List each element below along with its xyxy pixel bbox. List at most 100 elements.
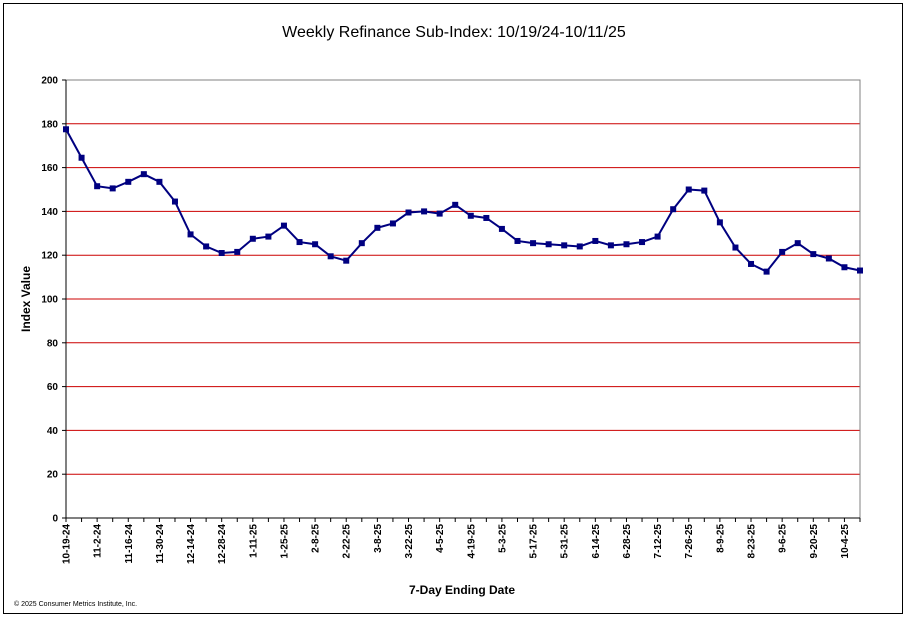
data-point: [187, 231, 194, 238]
data-point: [514, 237, 521, 244]
x-tick-label: 2-22-25: [342, 524, 353, 559]
x-tick-label: 4-5-25: [435, 524, 446, 553]
x-tick-label: 9-6-25: [778, 524, 789, 553]
data-point: [280, 222, 287, 229]
y-tick-label: 200: [41, 76, 58, 87]
y-tick-label: 40: [47, 426, 59, 437]
y-tick-label: 120: [41, 251, 58, 262]
x-tick-label: 6-14-25: [591, 524, 602, 559]
x-axis-label: 7-Day Ending Date: [409, 583, 515, 597]
data-point: [78, 154, 85, 161]
data-point: [389, 220, 396, 227]
copyright-text: © 2025 Consumer Metrics Institute, Inc.: [14, 600, 137, 608]
data-point: [125, 178, 132, 185]
data-point: [639, 239, 646, 246]
data-point: [779, 248, 786, 255]
x-tick-label: 6-28-25: [622, 524, 633, 559]
x-tick-label: 9-20-25: [809, 524, 820, 559]
y-axis-label: Index Value: [19, 266, 33, 332]
data-point: [452, 201, 459, 208]
data-point: [623, 241, 630, 248]
data-point: [421, 208, 428, 215]
data-point: [234, 248, 241, 255]
x-tick-label: 5-3-25: [497, 524, 508, 553]
x-tick-label: 11-2-24: [93, 524, 104, 558]
data-point: [545, 241, 552, 248]
data-point: [810, 251, 817, 258]
x-tick-label: 5-17-25: [529, 524, 540, 559]
data-point: [249, 235, 256, 242]
x-tick-label: 8-9-25: [715, 524, 726, 553]
data-point: [841, 264, 848, 271]
data-point: [343, 257, 350, 264]
y-tick-label: 60: [47, 382, 59, 393]
data-point: [296, 239, 303, 246]
x-tick-label: 10-19-24: [62, 524, 73, 564]
x-tick-label: 10-4-25: [840, 524, 851, 559]
x-tick-label: 7-12-25: [653, 524, 664, 559]
x-tick-label: 12-28-24: [217, 524, 228, 564]
data-point: [576, 243, 583, 250]
data-point: [701, 187, 708, 194]
x-tick-label: 1-25-25: [279, 524, 290, 559]
y-tick-label: 80: [47, 338, 59, 349]
data-point: [748, 260, 755, 267]
data-point: [171, 198, 178, 205]
x-tick-label: 4-19-25: [466, 524, 477, 559]
data-point: [607, 242, 614, 249]
data-point: [94, 183, 101, 190]
data-point: [530, 240, 537, 247]
x-axis: 10-19-24 11-2-24 11-16-24 11-30-24 12-14-24 1…: [62, 517, 861, 564]
data-point: [498, 225, 505, 232]
data-point: [685, 186, 692, 193]
x-tick-label: 8-23-25: [747, 524, 758, 559]
data-point: [140, 171, 147, 178]
data-point: [654, 233, 661, 240]
x-tick-label: 7-26-25: [684, 524, 695, 559]
x-tick-label: 5-31-25: [560, 524, 571, 559]
y-tick-label: 20: [47, 470, 59, 481]
data-point: [109, 185, 116, 192]
x-tick-label: 12-14-24: [186, 524, 197, 564]
data-point: [218, 250, 225, 257]
y-tick-label: 100: [41, 295, 58, 306]
data-point: [374, 224, 381, 231]
chart-title: Weekly Refinance Sub-Index: 10/19/24-10/…: [282, 24, 626, 41]
data-point: [794, 240, 801, 247]
chart-frame: [3, 3, 903, 614]
data-point: [405, 209, 412, 216]
y-tick-label: 0: [52, 514, 58, 525]
x-tick-label: 1-11-25: [248, 524, 259, 558]
y-tick-label: 180: [41, 119, 58, 130]
x-tick-label: 2-8-25: [311, 524, 322, 553]
y-axis: 0 20 40 60 80 100 120 140 160 180 200: [41, 76, 67, 525]
data-point: [592, 237, 599, 244]
data-point: [670, 206, 677, 213]
series: [63, 126, 863, 275]
data-point: [203, 243, 210, 250]
data-point: [63, 126, 69, 133]
data-point: [436, 210, 443, 217]
x-tick-label: 3-8-25: [373, 524, 384, 553]
x-tick-label: 3-22-25: [404, 524, 415, 559]
series-line: [65, 128, 861, 273]
data-point: [716, 219, 723, 226]
data-point: [467, 212, 474, 219]
data-point: [857, 267, 863, 274]
data-point: [265, 233, 272, 240]
data-point: [732, 244, 739, 251]
data-point: [312, 241, 319, 248]
data-point: [561, 242, 568, 249]
data-point: [358, 240, 365, 247]
x-tick-label: 11-30-24: [155, 524, 166, 564]
x-tick-label: 11-16-24: [124, 524, 135, 564]
grid: [66, 79, 860, 475]
y-tick-label: 140: [41, 207, 58, 218]
data-point: [763, 268, 770, 275]
data-point: [825, 255, 832, 262]
y-tick-label: 160: [41, 163, 58, 174]
data-point: [483, 214, 490, 221]
data-point: [327, 253, 334, 260]
data-point: [156, 178, 163, 185]
